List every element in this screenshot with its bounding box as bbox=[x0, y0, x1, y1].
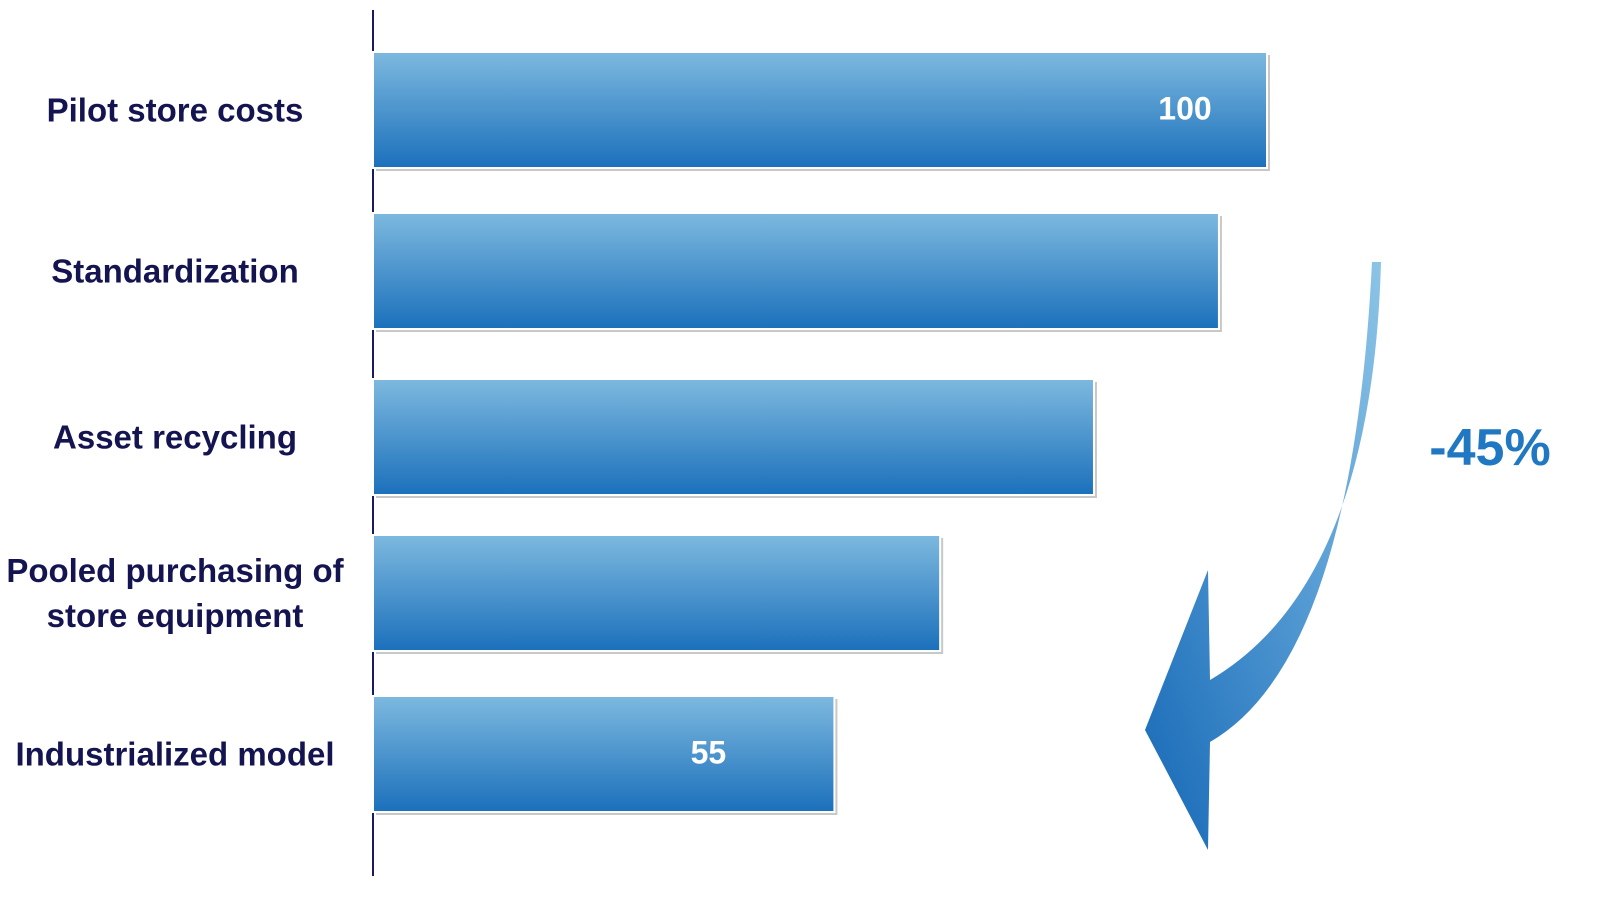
bar bbox=[372, 534, 942, 652]
bar bbox=[372, 378, 1095, 496]
category-label: Standardization bbox=[51, 252, 299, 290]
annotation: -45% bbox=[1429, 419, 1551, 477]
bar bbox=[372, 51, 1268, 169]
category-label: Asset recycling bbox=[53, 418, 297, 456]
bar bbox=[372, 695, 836, 813]
category-label: Industrialized model bbox=[15, 735, 335, 773]
arrow bbox=[1145, 262, 1381, 850]
value-label: 100 bbox=[1158, 90, 1211, 126]
value-label: 55 bbox=[691, 734, 727, 770]
category-label: Pooled purchasing of store equipment bbox=[6, 552, 344, 634]
bar bbox=[372, 212, 1220, 330]
category-label: Pilot store costs bbox=[46, 91, 304, 129]
